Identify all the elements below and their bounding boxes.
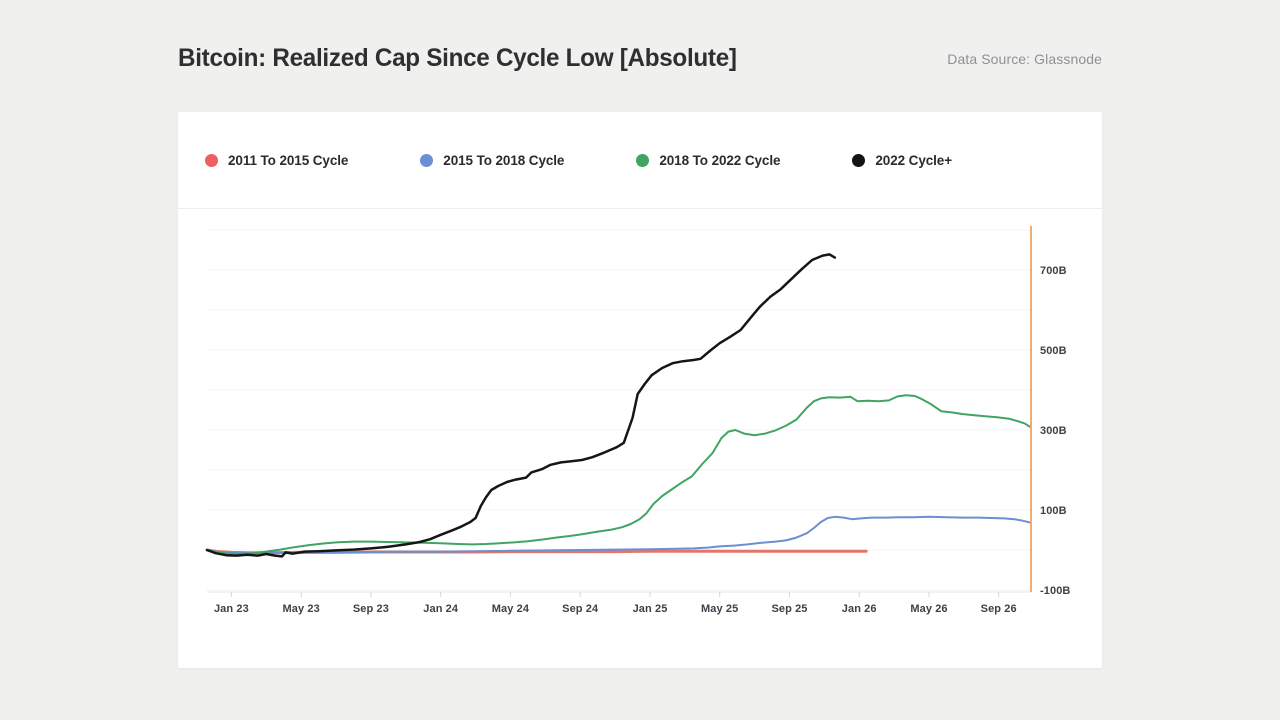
page-title: Bitcoin: Realized Cap Since Cycle Low [A… xyxy=(178,44,737,72)
legend-label: 2011 To 2015 Cycle xyxy=(228,152,349,168)
y-tick-label: 500B xyxy=(1040,345,1067,357)
y-tick-label: -100B xyxy=(1040,585,1070,597)
x-tick-label: May 23 xyxy=(283,603,320,615)
legend-dot-icon xyxy=(420,153,434,167)
x-tick-label: Jan 23 xyxy=(214,603,249,615)
x-tick-label: May 24 xyxy=(492,603,530,615)
x-tick-label: Sep 24 xyxy=(562,603,599,615)
x-tick-label: May 26 xyxy=(910,603,947,615)
legend-item-2018-2022[interactable]: 2018 To 2022 Cycle xyxy=(636,153,780,168)
x-tick-label: Sep 25 xyxy=(771,603,807,615)
legend-label: 2015 To 2018 Cycle xyxy=(443,152,565,168)
legend-label: 2022 Cycle+ xyxy=(875,152,952,168)
x-tick-label: May 25 xyxy=(701,603,738,615)
data-source-label: Data Source: Glassnode xyxy=(947,50,1102,67)
x-tick-label: Jan 25 xyxy=(633,603,668,615)
chart-plot-area[interactable]: Jan 23 May 23 Sep 23 Jan 24 May 24 Sep 24 Jan … xyxy=(178,209,1102,667)
series-line-2022-cycle- xyxy=(205,253,837,558)
series-line-2015-to-2018-cycle xyxy=(206,515,1032,555)
y-tick-label: 300B xyxy=(1040,425,1067,437)
x-tick-label: Sep 23 xyxy=(353,603,389,615)
chart-canvas[interactable]: Jan 23 May 23 Sep 23 Jan 24 May 24 Sep 24 Jan … xyxy=(178,209,1102,667)
x-tick-label: Jan 26 xyxy=(842,603,877,615)
legend-dot-icon xyxy=(852,153,866,167)
y-tick-label: 700B xyxy=(1040,265,1067,277)
legend-item-2015-2018[interactable]: 2015 To 2018 Cycle xyxy=(420,153,564,168)
x-tick-label: Jan 24 xyxy=(423,603,459,615)
x-tick-label: Sep 26 xyxy=(981,603,1017,615)
legend-item-2022-plus[interactable]: 2022 Cycle+ xyxy=(852,153,952,168)
chart-legend: 2011 To 2015 Cycle 2015 To 2018 Cycle 20… xyxy=(178,112,1102,209)
page-header: Bitcoin: Realized Cap Since Cycle Low [A… xyxy=(178,44,1102,73)
y-tick-label: 100B xyxy=(1040,505,1067,517)
legend-dot-icon xyxy=(636,153,650,167)
series-line-2018-to-2022-cycle xyxy=(206,394,1032,555)
legend-label: 2018 To 2022 Cycle xyxy=(659,152,781,168)
legend-item-2011-2015[interactable]: 2011 To 2015 Cycle xyxy=(205,153,348,168)
chart-card: 2011 To 2015 Cycle 2015 To 2018 Cycle 20… xyxy=(178,112,1102,668)
legend-dot-icon xyxy=(205,153,218,167)
